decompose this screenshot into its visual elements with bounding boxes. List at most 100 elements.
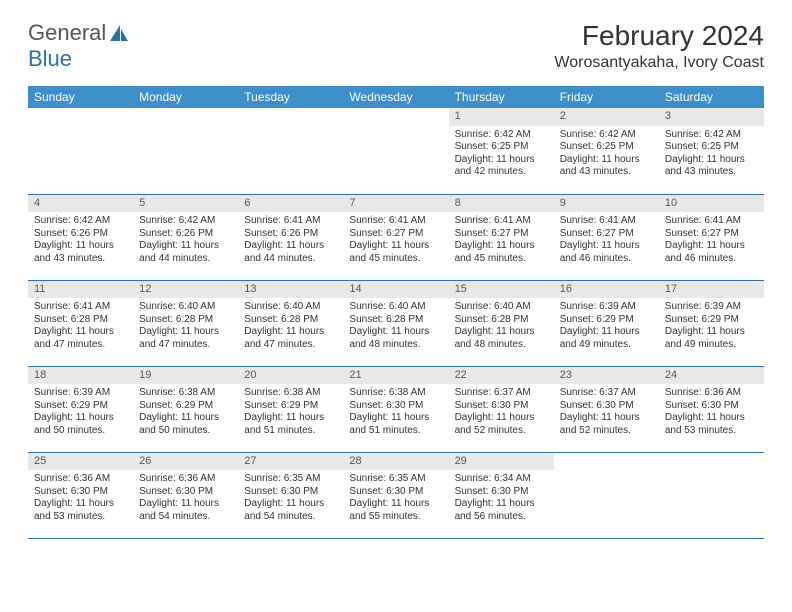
daylight-line: Daylight: 11 hours and 44 minutes. — [244, 240, 337, 265]
sunrise-line: Sunrise: 6:36 AM — [139, 473, 232, 486]
day-body: Sunrise: 6:35 AMSunset: 6:30 PMDaylight:… — [238, 470, 343, 529]
day-body: Sunrise: 6:37 AMSunset: 6:30 PMDaylight:… — [449, 384, 554, 443]
daylight-line: Daylight: 11 hours and 55 minutes. — [349, 498, 442, 523]
day-body: Sunrise: 6:40 AMSunset: 6:28 PMDaylight:… — [449, 298, 554, 357]
day-number: 14 — [343, 281, 448, 299]
sunrise-line: Sunrise: 6:39 AM — [34, 387, 127, 400]
daylight-line: Daylight: 11 hours and 45 minutes. — [455, 240, 548, 265]
daylight-line: Daylight: 11 hours and 43 minutes. — [665, 154, 758, 179]
sunset-line: Sunset: 6:30 PM — [349, 486, 442, 499]
sunrise-line: Sunrise: 6:42 AM — [455, 129, 548, 142]
day-body: Sunrise: 6:41 AMSunset: 6:27 PMDaylight:… — [659, 212, 764, 271]
sunrise-line: Sunrise: 6:38 AM — [349, 387, 442, 400]
sunset-line: Sunset: 6:26 PM — [244, 228, 337, 241]
calendar-day-cell: 7Sunrise: 6:41 AMSunset: 6:27 PMDaylight… — [343, 194, 448, 280]
day-body: Sunrise: 6:35 AMSunset: 6:30 PMDaylight:… — [343, 470, 448, 529]
weekday-header: Thursday — [449, 86, 554, 108]
day-number: 10 — [659, 195, 764, 213]
weekday-header: Tuesday — [238, 86, 343, 108]
day-body: Sunrise: 6:37 AMSunset: 6:30 PMDaylight:… — [554, 384, 659, 443]
sunset-line: Sunset: 6:28 PM — [349, 314, 442, 327]
daylight-line: Daylight: 11 hours and 47 minutes. — [34, 326, 127, 351]
sunset-line: Sunset: 6:25 PM — [455, 141, 548, 154]
sunrise-line: Sunrise: 6:41 AM — [665, 215, 758, 228]
calendar-day-cell: 24Sunrise: 6:36 AMSunset: 6:30 PMDayligh… — [659, 366, 764, 452]
calendar-day-cell: 20Sunrise: 6:38 AMSunset: 6:29 PMDayligh… — [238, 366, 343, 452]
day-body: Sunrise: 6:42 AMSunset: 6:26 PMDaylight:… — [28, 212, 133, 271]
sunrise-line: Sunrise: 6:36 AM — [665, 387, 758, 400]
calendar-day-cell: .. — [343, 108, 448, 194]
sunset-line: Sunset: 6:26 PM — [139, 228, 232, 241]
sunset-line: Sunset: 6:29 PM — [34, 400, 127, 413]
sunset-line: Sunset: 6:30 PM — [455, 400, 548, 413]
sunrise-line: Sunrise: 6:35 AM — [244, 473, 337, 486]
day-number: 15 — [449, 281, 554, 299]
daylight-line: Daylight: 11 hours and 52 minutes. — [455, 412, 548, 437]
day-body: Sunrise: 6:38 AMSunset: 6:29 PMDaylight:… — [238, 384, 343, 443]
sunrise-line: Sunrise: 6:35 AM — [349, 473, 442, 486]
calendar-day-cell: .. — [554, 452, 659, 538]
calendar-day-cell: .. — [133, 108, 238, 194]
day-number: 9 — [554, 195, 659, 213]
day-number: 26 — [133, 453, 238, 471]
sunset-line: Sunset: 6:30 PM — [244, 486, 337, 499]
day-body: Sunrise: 6:41 AMSunset: 6:26 PMDaylight:… — [238, 212, 343, 271]
sunset-line: Sunset: 6:30 PM — [560, 400, 653, 413]
sunrise-line: Sunrise: 6:36 AM — [34, 473, 127, 486]
sunrise-line: Sunrise: 6:39 AM — [560, 301, 653, 314]
sunset-line: Sunset: 6:30 PM — [34, 486, 127, 499]
sunrise-line: Sunrise: 6:38 AM — [139, 387, 232, 400]
day-body: Sunrise: 6:39 AMSunset: 6:29 PMDaylight:… — [28, 384, 133, 443]
daylight-line: Daylight: 11 hours and 50 minutes. — [139, 412, 232, 437]
calendar-week-row: 4Sunrise: 6:42 AMSunset: 6:26 PMDaylight… — [28, 194, 764, 280]
calendar-week-row: 11Sunrise: 6:41 AMSunset: 6:28 PMDayligh… — [28, 280, 764, 366]
day-number: 2 — [554, 108, 659, 126]
calendar-day-cell: 21Sunrise: 6:38 AMSunset: 6:30 PMDayligh… — [343, 366, 448, 452]
calendar-day-cell: 13Sunrise: 6:40 AMSunset: 6:28 PMDayligh… — [238, 280, 343, 366]
daylight-line: Daylight: 11 hours and 49 minutes. — [560, 326, 653, 351]
sunrise-line: Sunrise: 6:42 AM — [34, 215, 127, 228]
daylight-line: Daylight: 11 hours and 42 minutes. — [455, 154, 548, 179]
calendar-day-cell: 3Sunrise: 6:42 AMSunset: 6:25 PMDaylight… — [659, 108, 764, 194]
day-body: Sunrise: 6:42 AMSunset: 6:25 PMDaylight:… — [554, 126, 659, 185]
calendar-day-cell: 10Sunrise: 6:41 AMSunset: 6:27 PMDayligh… — [659, 194, 764, 280]
day-body: Sunrise: 6:36 AMSunset: 6:30 PMDaylight:… — [28, 470, 133, 529]
sunset-line: Sunset: 6:29 PM — [665, 314, 758, 327]
day-number: 27 — [238, 453, 343, 471]
calendar-day-cell: 2Sunrise: 6:42 AMSunset: 6:25 PMDaylight… — [554, 108, 659, 194]
daylight-line: Daylight: 11 hours and 52 minutes. — [560, 412, 653, 437]
day-number: 8 — [449, 195, 554, 213]
sunrise-line: Sunrise: 6:41 AM — [560, 215, 653, 228]
day-number: 20 — [238, 367, 343, 385]
calendar-day-cell: 27Sunrise: 6:35 AMSunset: 6:30 PMDayligh… — [238, 452, 343, 538]
sunrise-line: Sunrise: 6:34 AM — [455, 473, 548, 486]
daylight-line: Daylight: 11 hours and 53 minutes. — [665, 412, 758, 437]
daylight-line: Daylight: 11 hours and 46 minutes. — [665, 240, 758, 265]
calendar-day-cell: 26Sunrise: 6:36 AMSunset: 6:30 PMDayligh… — [133, 452, 238, 538]
sunset-line: Sunset: 6:25 PM — [560, 141, 653, 154]
calendar-week-row: 25Sunrise: 6:36 AMSunset: 6:30 PMDayligh… — [28, 452, 764, 538]
calendar-day-cell: 6Sunrise: 6:41 AMSunset: 6:26 PMDaylight… — [238, 194, 343, 280]
calendar-week-row: ........1Sunrise: 6:42 AMSunset: 6:25 PM… — [28, 108, 764, 194]
sunset-line: Sunset: 6:27 PM — [455, 228, 548, 241]
day-body: Sunrise: 6:41 AMSunset: 6:27 PMDaylight:… — [449, 212, 554, 271]
day-number: 21 — [343, 367, 448, 385]
sunset-line: Sunset: 6:25 PM — [665, 141, 758, 154]
calendar-day-cell: 16Sunrise: 6:39 AMSunset: 6:29 PMDayligh… — [554, 280, 659, 366]
weekday-header: Sunday — [28, 86, 133, 108]
day-number: 11 — [28, 281, 133, 299]
daylight-line: Daylight: 11 hours and 51 minutes. — [349, 412, 442, 437]
logo: General Blue — [28, 20, 138, 72]
logo-word1: General — [28, 20, 106, 46]
day-body: Sunrise: 6:36 AMSunset: 6:30 PMDaylight:… — [659, 384, 764, 443]
sunrise-line: Sunrise: 6:40 AM — [349, 301, 442, 314]
sunset-line: Sunset: 6:29 PM — [244, 400, 337, 413]
daylight-line: Daylight: 11 hours and 51 minutes. — [244, 412, 337, 437]
calendar-day-cell: 1Sunrise: 6:42 AMSunset: 6:25 PMDaylight… — [449, 108, 554, 194]
day-body: Sunrise: 6:41 AMSunset: 6:27 PMDaylight:… — [554, 212, 659, 271]
calendar-day-cell: 25Sunrise: 6:36 AMSunset: 6:30 PMDayligh… — [28, 452, 133, 538]
day-number: 19 — [133, 367, 238, 385]
day-body: Sunrise: 6:40 AMSunset: 6:28 PMDaylight:… — [238, 298, 343, 357]
day-body: Sunrise: 6:39 AMSunset: 6:29 PMDaylight:… — [554, 298, 659, 357]
calendar-day-cell: 5Sunrise: 6:42 AMSunset: 6:26 PMDaylight… — [133, 194, 238, 280]
